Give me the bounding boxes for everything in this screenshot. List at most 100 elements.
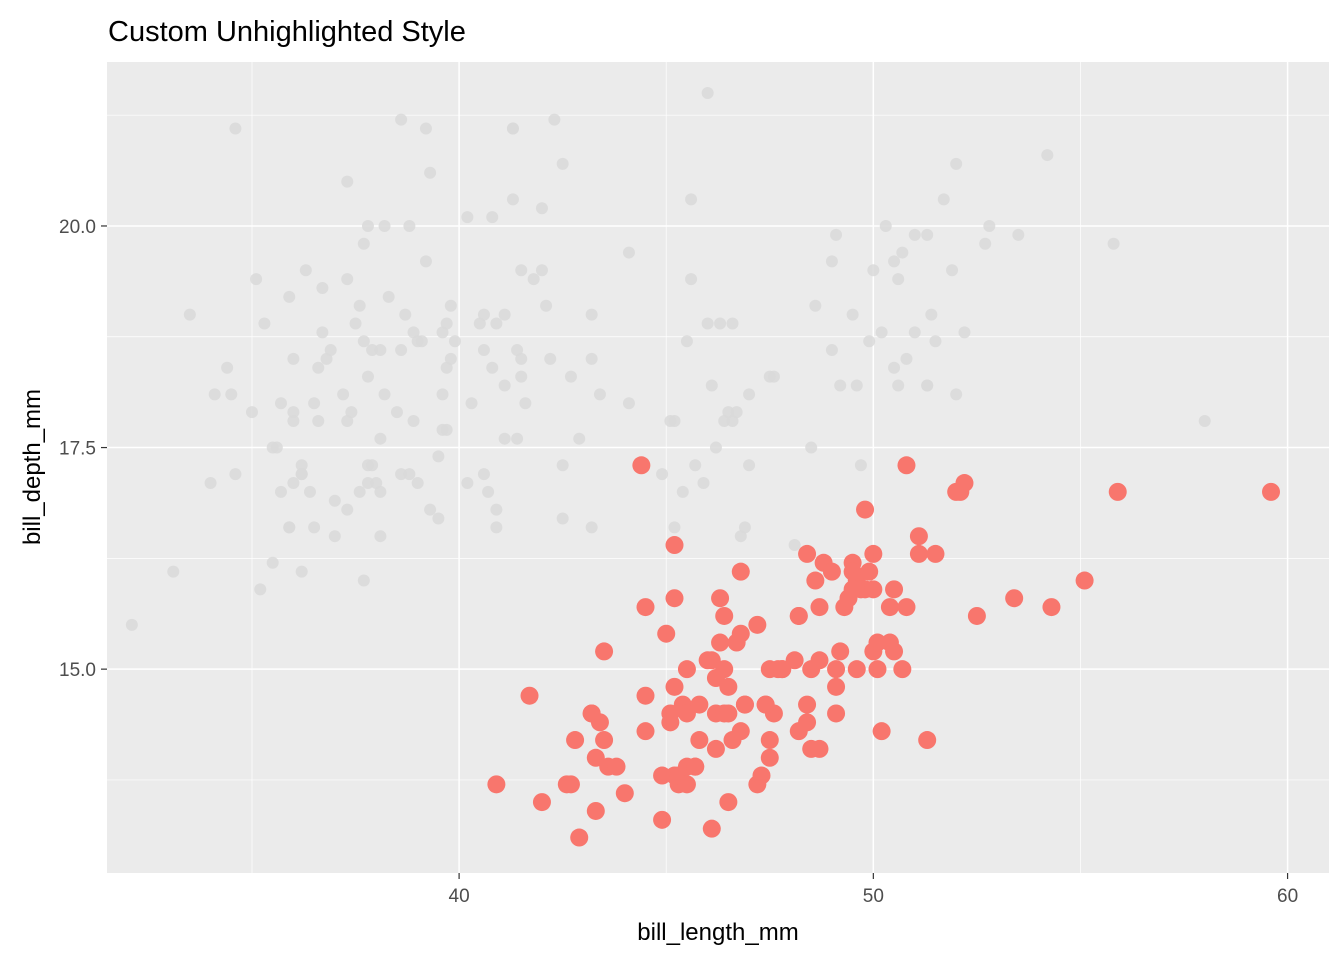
highlighted-point (702, 819, 721, 838)
highlighted-point (561, 775, 580, 794)
unhighlighted-point (436, 388, 449, 401)
unhighlighted-point (573, 432, 586, 445)
unhighlighted-point (705, 379, 718, 392)
unhighlighted-point (357, 335, 370, 348)
unhighlighted-point (921, 379, 934, 392)
highlighted-point (731, 562, 750, 581)
unhighlighted-point (366, 344, 379, 357)
unhighlighted-point (743, 388, 756, 401)
highlighted-point (1042, 598, 1061, 617)
highlighted-point (657, 624, 676, 643)
highlighted-point (636, 722, 655, 741)
highlighted-point (760, 731, 779, 750)
unhighlighted-point (515, 352, 528, 365)
highlighted-point (607, 757, 626, 776)
unhighlighted-point (448, 335, 461, 348)
unhighlighted-point (527, 273, 540, 286)
unhighlighted-point (846, 308, 859, 321)
unhighlighted-point (1107, 237, 1120, 250)
unhighlighted-point (324, 344, 337, 357)
unhighlighted-point (544, 352, 557, 365)
unhighlighted-point (668, 521, 681, 534)
unhighlighted-point (519, 397, 532, 410)
unhighlighted-point (564, 370, 577, 383)
unhighlighted-point (689, 459, 702, 472)
unhighlighted-point (664, 414, 677, 427)
unhighlighted-point (183, 308, 196, 321)
highlighted-point (586, 748, 605, 767)
highlighted-point (897, 456, 916, 475)
highlighted-point (731, 722, 750, 741)
unhighlighted-point (403, 468, 416, 481)
highlighted-point (1108, 482, 1127, 501)
highlighted-point (810, 598, 829, 617)
unhighlighted-point (357, 574, 370, 587)
unhighlighted-point (328, 494, 341, 507)
unhighlighted-point (295, 565, 308, 578)
unhighlighted-point (328, 530, 341, 543)
unhighlighted-point (556, 157, 569, 170)
highlighted-point (677, 704, 696, 723)
unhighlighted-point (834, 379, 847, 392)
unhighlighted-point (415, 335, 428, 348)
unhighlighted-point (229, 122, 242, 135)
highlighted-point (885, 580, 904, 599)
unhighlighted-point (477, 468, 490, 481)
unhighlighted-point (274, 485, 287, 498)
unhighlighted-point (622, 246, 635, 259)
unhighlighted-point (925, 308, 938, 321)
chart-title: Custom Unhighlighted Style (108, 16, 466, 48)
unhighlighted-point (676, 485, 689, 498)
unhighlighted-point (825, 255, 838, 268)
highlighted-point (748, 615, 767, 634)
unhighlighted-point (204, 477, 217, 490)
highlighted-point (653, 766, 672, 785)
unhighlighted-point (353, 299, 366, 312)
unhighlighted-point (440, 317, 453, 330)
x-tick-label: 50 (863, 886, 884, 907)
y-tick-label: 15.0 (59, 660, 96, 681)
highlighted-point (1262, 482, 1281, 501)
unhighlighted-point (254, 583, 267, 596)
highlighted-points (487, 456, 1281, 847)
unhighlighted-point (701, 317, 714, 330)
y-axis-title: bill_depth_mm (19, 389, 46, 545)
unhighlighted-point (424, 503, 437, 516)
unhighlighted-point (498, 432, 511, 445)
unhighlighted-point (312, 361, 325, 374)
unhighlighted-point (465, 397, 478, 410)
unhighlighted-point (444, 352, 457, 365)
unhighlighted-point (1012, 228, 1025, 241)
unhighlighted-point (374, 344, 387, 357)
unhighlighted-point (287, 406, 300, 419)
unhighlighted-point (697, 477, 710, 490)
y-tick-label: 17.5 (59, 439, 96, 460)
highlighted-point (735, 695, 754, 714)
unhighlighted-point (950, 388, 963, 401)
unhighlighted-point (498, 379, 511, 392)
highlighted-point (1075, 571, 1094, 590)
unhighlighted-point (585, 352, 598, 365)
unhighlighted-point (337, 388, 350, 401)
highlighted-point (719, 793, 738, 812)
unhighlighted-point (714, 317, 727, 330)
highlighted-point (677, 775, 696, 794)
unhighlighted-point (378, 388, 391, 401)
highlighted-point (909, 544, 928, 563)
unhighlighted-point (424, 166, 437, 179)
highlighted-point (864, 544, 883, 563)
highlighted-point (909, 527, 928, 546)
unhighlighted-point (888, 255, 901, 268)
unhighlighted-point (593, 388, 606, 401)
unhighlighted-point (743, 459, 756, 472)
unhighlighted-point (403, 219, 416, 232)
unhighlighted-point (353, 485, 366, 498)
highlighted-point (706, 739, 725, 758)
unhighlighted-points (125, 87, 1211, 631)
x-tick-label: 40 (449, 886, 470, 907)
unhighlighted-point (709, 441, 722, 454)
unhighlighted-point (432, 450, 445, 463)
unhighlighted-point (221, 361, 234, 374)
highlighted-point (926, 544, 945, 563)
unhighlighted-point (361, 370, 374, 383)
